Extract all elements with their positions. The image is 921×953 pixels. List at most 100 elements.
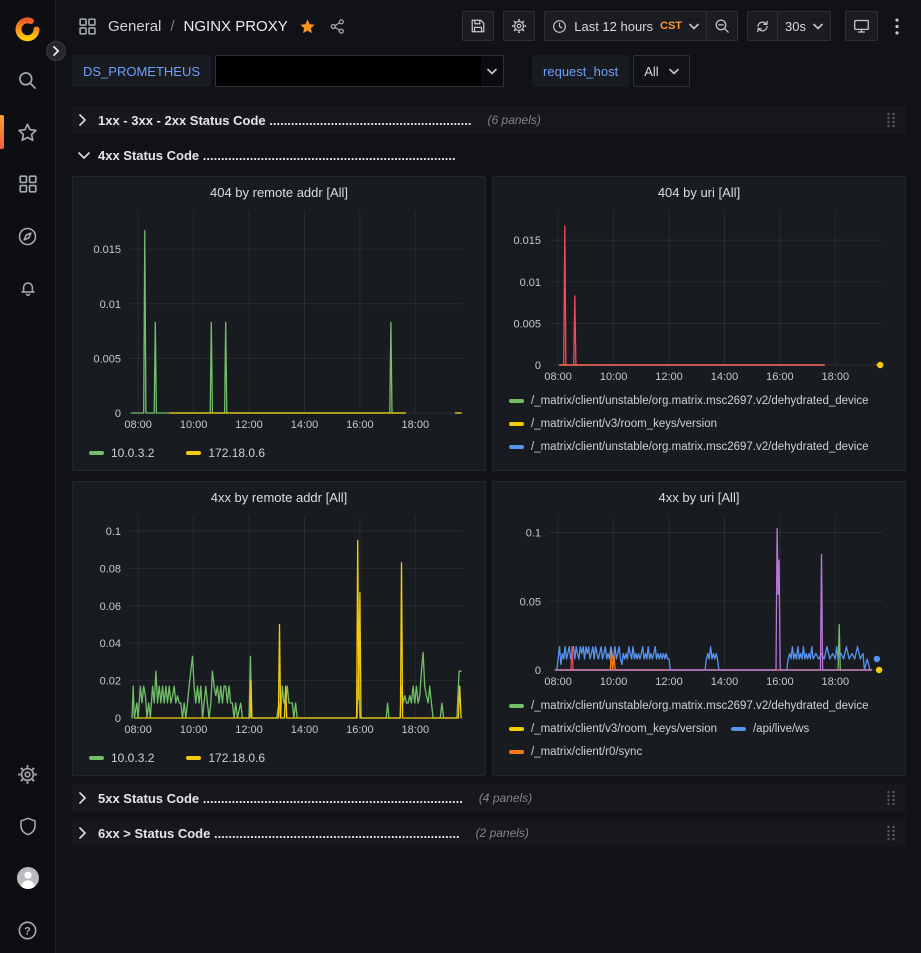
legend-item[interactable]: /_matrix/client/v3/room_keys/version (509, 717, 717, 740)
zoom-out-button[interactable] (706, 11, 739, 41)
refresh-interval-label: 30s (785, 18, 806, 34)
variable-label-request-host[interactable]: request_host (532, 55, 630, 87)
panel-title[interactable]: 4xx by uri [All] (658, 490, 740, 505)
search-icon (15, 68, 40, 93)
svg-text:18:00: 18:00 (822, 676, 850, 688)
legend-swatch (730, 726, 746, 731)
row-header-6xx[interactable]: 6xx > Status Code ......................… (72, 819, 906, 847)
svg-text:?: ? (24, 925, 31, 937)
svg-text:12:00: 12:00 (235, 724, 263, 736)
sidebar-item-alerting[interactable] (0, 275, 56, 301)
timeseries-chart[interactable]: 0 0.005 0.01 0.015 08:00 10:00 12:00 14:00 16:00… (83, 203, 475, 433)
sidebar-item-help[interactable]: ? (0, 917, 56, 943)
svg-text:08:00: 08:00 (544, 371, 572, 383)
svg-text:10:00: 10:00 (600, 676, 628, 688)
row-panel-count: (2 panels) (475, 826, 529, 840)
panel-title[interactable]: 4xx by remote addr [All] (210, 490, 348, 505)
row-header-1xx-3xx-2xx[interactable]: 1xx - 3xx - 2xx Status Code ............… (72, 106, 906, 134)
apps-icon[interactable] (76, 15, 99, 38)
sidebar-item-dashboards[interactable] (0, 171, 56, 197)
legend-label: /_matrix/client/v3/room_keys/version (531, 722, 717, 735)
legend-item[interactable]: /_matrix/client/unstable/org.matrix.msc2… (509, 389, 869, 412)
more-options-button[interactable] (887, 11, 907, 41)
legend-item[interactable]: /sw.js (731, 458, 781, 463)
grip-icon[interactable] (886, 790, 896, 806)
svg-text:08:00: 08:00 (124, 724, 152, 736)
share-button[interactable] (327, 16, 348, 37)
refresh-interval-dropdown[interactable]: 30s (777, 11, 831, 41)
legend-item[interactable]: 10.0.3.2 (89, 441, 154, 464)
legend-item[interactable]: 10.0.3.2 (89, 746, 154, 769)
sidebar-item-server-admin[interactable] (0, 813, 56, 839)
legend-label: /_matrix/client/v3/room_keys/version (531, 417, 717, 430)
timeseries-chart[interactable]: 0 0.05 0.1 08:00 10:00 12:00 14:00 16:00 18:00 (503, 508, 895, 690)
save-dashboard-button[interactable] (462, 11, 495, 41)
cycle-view-mode-button[interactable] (845, 11, 878, 41)
share-icon (330, 18, 344, 34)
chevron-right-icon (78, 827, 92, 839)
gear-icon (512, 18, 527, 34)
dashboard-settings-button[interactable] (503, 11, 536, 41)
legend-item[interactable]: /_matrix/client/unstable/org.matrix.msc2… (509, 435, 869, 458)
legend-label: 10.0.3.2 (111, 750, 155, 765)
timeseries-chart[interactable]: 0 0.005 0.01 0.015 08:00 10:00 12:00 14:00 16:00… (503, 203, 895, 385)
breadcrumb-folder[interactable]: General (108, 17, 162, 35)
svg-text:16:00: 16:00 (766, 371, 794, 383)
svg-text:18:00: 18:00 (402, 724, 430, 736)
svg-text:16:00: 16:00 (346, 419, 374, 431)
sidebar: ? (0, 0, 56, 953)
svg-text:12:00: 12:00 (655, 676, 683, 688)
caret-down-icon (481, 68, 503, 75)
favorite-star-button[interactable] (297, 16, 318, 37)
grip-icon[interactable] (886, 112, 896, 128)
legend-item[interactable]: /_matrix/client/v3/room_keys/version (509, 458, 717, 463)
sidebar-item-starred[interactable] (0, 115, 56, 149)
legend-item[interactable]: /_matrix/client/unstable/org.matrix.msc2… (509, 763, 869, 768)
timeseries-chart[interactable]: 0 0.02 0.04 0.06 0.08 0.1 08:00 10:00 12:00 14:00… (83, 508, 475, 738)
datasource-variable-value[interactable] (215, 55, 505, 87)
dashboard-canvas: 1xx - 3xx - 2xx Status Code ............… (56, 95, 921, 953)
shield-icon (16, 814, 40, 839)
save-icon (471, 19, 485, 33)
panel-404-by-uri: 404 by uri [All] 0 0.005 0.01 0.015 08:00 10:… (492, 176, 906, 471)
refresh-button[interactable] (747, 11, 779, 41)
chart-legend: /_matrix/client/unstable/org.matrix.msc2… (503, 385, 895, 463)
legend-swatch (186, 450, 202, 455)
row-header-5xx[interactable]: 5xx Status Code ........................… (72, 784, 906, 812)
legend-item[interactable]: /api/live/ws (730, 717, 809, 740)
gear-icon (15, 762, 40, 787)
svg-text:0.1: 0.1 (106, 526, 121, 538)
request-host-variable-value[interactable]: All (633, 55, 690, 87)
time-range-button[interactable]: Last 12 hours CST (544, 11, 708, 41)
caret-down-icon (813, 23, 823, 30)
sidebar-expand-button[interactable] (46, 41, 66, 61)
panel-title[interactable]: 404 by uri [All] (657, 185, 741, 200)
legend-label: 172.18.0.6 (208, 445, 266, 460)
row-header-4xx[interactable]: 4xx Status Code ........................… (72, 141, 906, 169)
svg-text:16:00: 16:00 (766, 676, 794, 688)
breadcrumb: General / NGINX PROXY (76, 15, 348, 38)
sidebar-item-profile[interactable] (0, 865, 56, 891)
legend-swatch (509, 421, 524, 426)
timezone-label: CST (660, 20, 683, 32)
variable-label-ds-prometheus[interactable]: DS_PROMETHEUS (72, 55, 212, 87)
legend-item[interactable]: /_matrix/client/r0/sync (509, 740, 642, 763)
panel-grid: 404 by remote addr [All] 0 0.005 0.01 0.015… (72, 176, 906, 776)
chart-legend: 10.0.3.2 172.18.0.6 (83, 433, 475, 464)
bell-icon (16, 276, 40, 300)
svg-text:10:00: 10:00 (600, 371, 628, 383)
topbar: General / NGINX PROXY (56, 0, 921, 52)
legend-item[interactable]: /_matrix/client/unstable/org.matrix.msc2… (509, 694, 869, 717)
legend-item[interactable]: /_matrix/client/v3/room_keys/version (509, 412, 717, 435)
legend-item[interactable]: 172.18.0.6 (186, 441, 265, 464)
legend-swatch (509, 444, 524, 449)
sidebar-item-configuration[interactable] (0, 761, 56, 787)
grip-icon[interactable] (886, 825, 896, 841)
sidebar-item-explore[interactable] (0, 223, 56, 249)
panel-title[interactable]: 404 by remote addr [All] (209, 185, 349, 200)
monitor-icon (854, 19, 869, 33)
grafana-logo[interactable] (12, 14, 43, 45)
breadcrumb-dashboard-title[interactable]: NGINX PROXY (183, 17, 288, 35)
sidebar-item-search[interactable] (0, 67, 56, 93)
legend-item[interactable]: 172.18.0.6 (186, 746, 265, 769)
